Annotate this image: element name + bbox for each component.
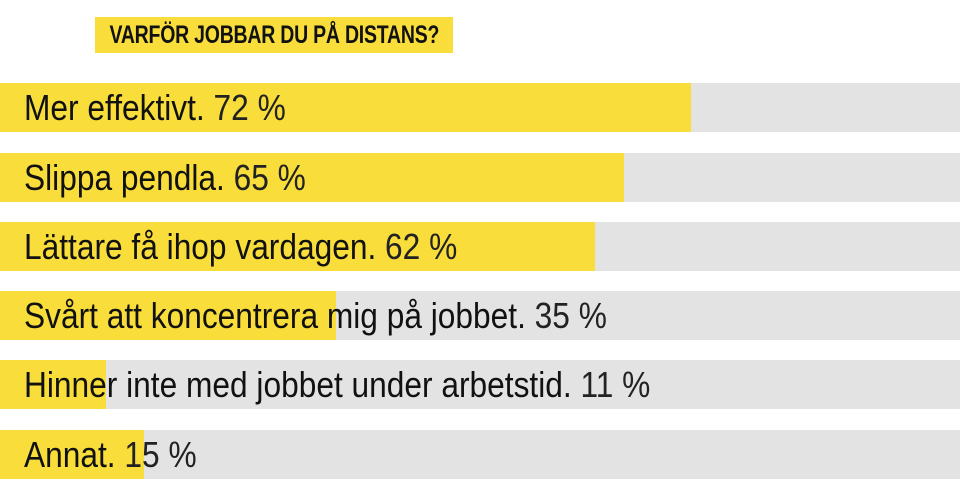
bar bbox=[0, 83, 692, 132]
bar bbox=[0, 291, 336, 340]
category-label: Mer effektivt. bbox=[24, 87, 205, 128]
value-label: 35 % bbox=[534, 295, 607, 336]
bar-label: Annat. 15 % bbox=[24, 430, 197, 479]
category-label: Annat. bbox=[24, 434, 116, 475]
bar-track: Hinner inte med jobbet under arbetstid. 1… bbox=[0, 360, 960, 409]
bar-track: Slippa pendla. 65 % bbox=[0, 153, 960, 202]
bar-label: Svårt att koncentrera mig på jobbet. 35 % bbox=[24, 291, 607, 340]
value-label: 62 % bbox=[385, 226, 458, 267]
chart-title: VARFÖR JOBBAR DU PÅ DISTANS? bbox=[95, 17, 453, 53]
category-label: Lättare få ihop vardagen. bbox=[24, 226, 377, 267]
category-label: Hinner inte med jobbet under arbetstid. bbox=[24, 364, 572, 405]
bar-label: Hinner inte med jobbet under arbetstid. 1… bbox=[24, 360, 650, 409]
bar bbox=[0, 222, 596, 271]
value-label: 15 % bbox=[124, 434, 197, 475]
value-label: 11 % bbox=[580, 364, 651, 405]
bar-track: Svårt att koncentrera mig på jobbet. 35 % bbox=[0, 291, 960, 340]
value-label: 65 % bbox=[233, 157, 306, 198]
chart-title-text: VARFÖR JOBBAR DU PÅ DISTANS? bbox=[109, 20, 439, 49]
value-label: 72 % bbox=[213, 87, 286, 128]
bar bbox=[0, 360, 106, 409]
category-label: Slippa pendla. bbox=[24, 157, 225, 198]
bar bbox=[0, 430, 144, 479]
bar-label: Slippa pendla. 65 % bbox=[24, 153, 306, 202]
bar-track: Mer effektivt. 72 % bbox=[0, 83, 960, 132]
bar-label: Mer effektivt. 72 % bbox=[24, 83, 286, 132]
bar bbox=[0, 153, 624, 202]
bar-track: Lättare få ihop vardagen. 62 % bbox=[0, 222, 960, 271]
bar-track: Annat. 15 % bbox=[0, 430, 960, 479]
bar-label: Lättare få ihop vardagen. 62 % bbox=[24, 222, 457, 271]
category-label: Svårt att koncentrera mig på jobbet. bbox=[24, 295, 526, 336]
